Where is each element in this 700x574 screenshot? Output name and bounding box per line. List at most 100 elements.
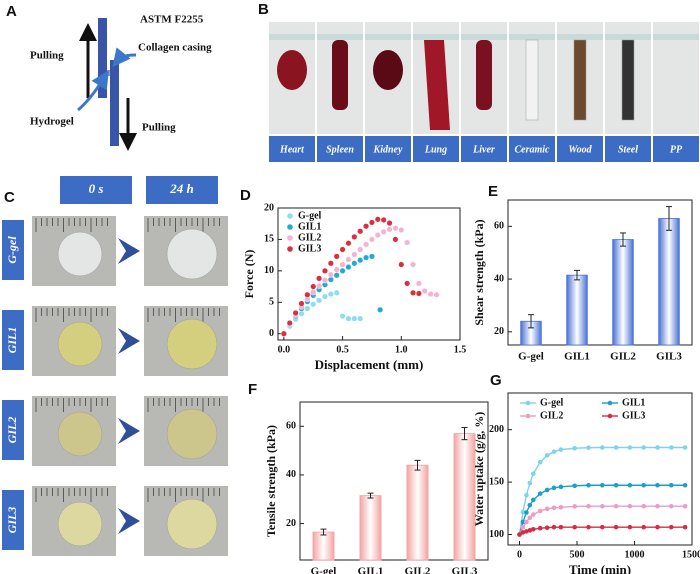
label-strip (605, 136, 651, 162)
glass-plate (317, 34, 363, 40)
legend-label: G-gel (540, 397, 564, 408)
material (621, 39, 635, 121)
chevron (118, 418, 140, 444)
y-tick-label: 200 (489, 424, 504, 435)
data-point (544, 506, 550, 512)
data-point (531, 512, 536, 517)
data-point (363, 223, 370, 230)
data-point (433, 291, 440, 298)
x-axis-label: Time (min) (569, 562, 631, 574)
glass-plate (605, 34, 651, 40)
sample-label: Liver (472, 144, 495, 155)
data-point (421, 287, 428, 294)
tissue (476, 40, 492, 110)
legend-label: GIL3 (298, 243, 321, 254)
data-point (298, 310, 305, 317)
row-header (2, 310, 24, 370)
data-point (517, 532, 522, 537)
casing-arrow (112, 47, 137, 68)
y-tick-label: 40 (494, 273, 504, 284)
data-point (520, 524, 526, 530)
data-point (304, 291, 311, 298)
data-point (524, 492, 529, 498)
data-point (368, 253, 375, 260)
data-point (386, 226, 393, 233)
data-point (537, 508, 543, 514)
row-label: GIL2 (5, 417, 19, 444)
data-point (280, 330, 287, 337)
data-point (527, 515, 533, 521)
material (573, 39, 587, 121)
data-point (404, 280, 411, 287)
data-point (627, 445, 633, 450)
data-point (316, 282, 323, 289)
material (525, 39, 539, 121)
data-point (613, 482, 619, 488)
data-point (363, 254, 370, 261)
standard-label: ASTM F2255 (140, 14, 204, 26)
data-point (558, 484, 564, 490)
data-point (527, 502, 533, 508)
x-tick-label: GIL2 (610, 351, 636, 363)
x-axis-label: Displacement (mm) (315, 357, 424, 372)
data-point (669, 482, 674, 488)
row-label: GIL3 (5, 507, 19, 534)
bar (359, 495, 382, 561)
chevron (118, 328, 140, 354)
panel-letter: C (4, 189, 15, 206)
data-point (524, 519, 529, 525)
legend-marker (287, 235, 293, 241)
data-point (537, 491, 543, 496)
hydrogel (57, 231, 103, 277)
data-point (368, 219, 375, 226)
legend-label: GIL3 (622, 410, 645, 421)
bar (406, 464, 429, 561)
data-point (613, 445, 619, 450)
legend-marker (607, 400, 613, 406)
sample-label: Spleen (326, 144, 354, 155)
panel-letter: G (490, 372, 502, 389)
data-point (520, 509, 526, 515)
data-point (551, 449, 557, 455)
tissue (277, 50, 307, 90)
sample-label: Lung (424, 144, 447, 155)
sample-label: Heart (279, 144, 305, 155)
data-point (351, 251, 358, 258)
x-tick-label: 500 (570, 549, 585, 560)
data-point (380, 216, 387, 223)
data-point (345, 256, 352, 263)
data-point (374, 216, 381, 223)
data-point (380, 228, 387, 235)
data-point (333, 253, 340, 260)
bar (566, 274, 588, 346)
row-header (2, 220, 24, 280)
glass-plate (653, 34, 699, 40)
data-point (377, 306, 384, 313)
data-point (531, 471, 536, 477)
data-point (292, 309, 299, 316)
data-point (551, 524, 557, 530)
data-point (531, 497, 536, 503)
data-point (321, 293, 328, 300)
chevron (118, 238, 140, 264)
data-point (333, 289, 340, 296)
bar (658, 218, 680, 346)
panel-letter: A (6, 3, 17, 20)
time-label: 0 s (89, 181, 104, 196)
data-point (524, 510, 529, 515)
data-point (600, 482, 605, 488)
data-point (558, 524, 564, 530)
sample-label: Kidney (373, 144, 403, 155)
hydrogel-label: Hydrogel (30, 116, 74, 128)
hydrogel (57, 321, 103, 367)
row-label: GIL1 (5, 327, 19, 354)
panel-letter: E (488, 183, 498, 200)
x-tick-label: G-gel (518, 351, 544, 363)
glass-plate (509, 34, 555, 40)
time-header (60, 176, 132, 204)
data-point (339, 267, 346, 274)
row-header (2, 400, 24, 460)
label-strip (317, 136, 363, 162)
data-point (544, 453, 550, 458)
hydrogel (57, 501, 103, 547)
